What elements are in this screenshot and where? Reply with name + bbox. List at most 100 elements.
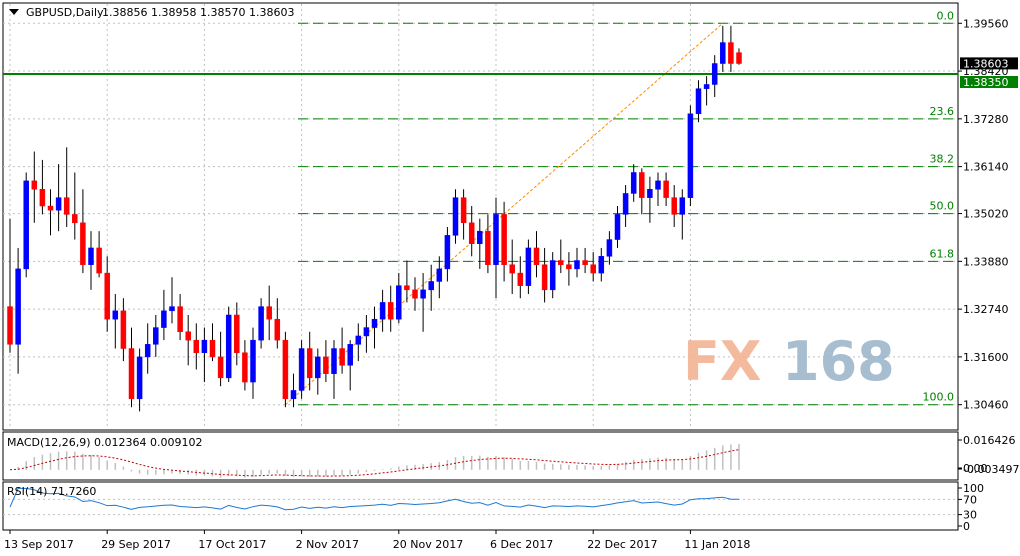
candle-body bbox=[355, 335, 362, 345]
candle-body bbox=[647, 189, 653, 198]
candle-body bbox=[250, 339, 256, 383]
candle-body bbox=[15, 268, 21, 345]
candle-body bbox=[193, 339, 200, 353]
candle-body bbox=[663, 180, 669, 198]
candle-body bbox=[517, 272, 524, 286]
candle-body bbox=[7, 306, 13, 345]
price-tick-label: 1.33880 bbox=[963, 255, 1009, 268]
candle-body bbox=[558, 260, 564, 265]
candle-body bbox=[315, 356, 321, 379]
candle-body bbox=[225, 314, 232, 379]
candle-body bbox=[96, 247, 102, 274]
time-tick-label: 13 Sep 2017 bbox=[4, 538, 74, 551]
candle-body bbox=[590, 264, 596, 274]
price-tick-label: 1.32740 bbox=[963, 303, 1009, 316]
candle-body bbox=[679, 197, 686, 215]
fib-level-label: 61.8 bbox=[930, 247, 955, 260]
candle-body bbox=[306, 348, 313, 379]
rsi-tick-label: 70 bbox=[963, 493, 977, 506]
macd-label: MACD(12,26,9) 0.012364 0.009102 bbox=[7, 436, 203, 449]
candle-body bbox=[485, 230, 491, 265]
rsi-panel bbox=[2, 481, 959, 531]
chart-menu-icon[interactable] bbox=[9, 9, 19, 15]
candle-body bbox=[525, 247, 532, 286]
candle-body bbox=[136, 356, 143, 400]
macd-tick-label: 0.016426 bbox=[963, 434, 1016, 447]
candle-body bbox=[630, 172, 637, 194]
candle-body bbox=[298, 348, 305, 391]
candle-body bbox=[541, 264, 548, 291]
svg-text:FX: FX bbox=[683, 330, 762, 393]
time-axis: 13 Sep 2017 29 Sep 2017 17 Oct 2017 2 Nov 2… bbox=[4, 530, 750, 551]
price-tick-label: 1.36140 bbox=[963, 161, 1009, 174]
candle-body bbox=[509, 264, 515, 274]
candle-body bbox=[711, 63, 718, 85]
price-axis: 1.395601.384201.372801.361401.350201.338… bbox=[958, 17, 1019, 533]
fib-level-label: 23.6 bbox=[930, 105, 955, 118]
candle-body bbox=[201, 339, 208, 353]
candle-body bbox=[582, 260, 588, 265]
candles bbox=[7, 25, 742, 412]
candle-body bbox=[460, 197, 467, 224]
candle-body bbox=[371, 318, 378, 328]
candle-body bbox=[339, 348, 345, 366]
candle-body bbox=[209, 339, 216, 358]
chart-title: GBPUSD,Daily bbox=[26, 6, 104, 19]
candle-body bbox=[444, 235, 451, 270]
candle-body bbox=[120, 310, 127, 349]
candle-body bbox=[290, 390, 297, 400]
candle-body bbox=[379, 302, 386, 320]
candle-body bbox=[217, 356, 224, 379]
fib-level-label: 50.0 bbox=[930, 200, 955, 213]
candle-body bbox=[23, 180, 29, 270]
price-tick-label: 1.37280 bbox=[963, 113, 1009, 126]
candle-body bbox=[242, 352, 248, 383]
time-tick-label: 6 Dec 2017 bbox=[490, 538, 553, 551]
candle-body bbox=[412, 289, 418, 299]
candle-body bbox=[347, 344, 353, 366]
candle-body bbox=[144, 344, 151, 358]
current-price-label: 1.38603 bbox=[960, 57, 1018, 70]
candle-body bbox=[614, 214, 621, 240]
candle-body bbox=[606, 239, 613, 257]
candle-body bbox=[161, 310, 167, 328]
candle-body bbox=[468, 222, 475, 244]
rsi-indicator bbox=[3, 487, 958, 516]
hline-price-label: 1.38350 bbox=[960, 75, 1018, 89]
candle-body bbox=[363, 327, 370, 337]
candle-body bbox=[622, 193, 629, 215]
candle-body bbox=[39, 189, 46, 207]
candle-body bbox=[728, 42, 734, 64]
time-tick-label: 2 Nov 2017 bbox=[296, 538, 359, 551]
fib-level-label: 0.0 bbox=[937, 9, 955, 22]
rsi-line bbox=[9, 487, 739, 511]
time-tick-label: 20 Nov 2017 bbox=[393, 538, 463, 551]
candle-body bbox=[477, 230, 483, 244]
rsi-tick-label: 100 bbox=[963, 482, 984, 495]
candle-body bbox=[282, 339, 289, 400]
time-tick-label: 17 Oct 2017 bbox=[198, 538, 266, 551]
fib-level-label: 100.0 bbox=[923, 391, 955, 404]
candle-body bbox=[549, 260, 556, 291]
candle-body bbox=[695, 88, 702, 115]
macd-tick-label: 0.00 bbox=[963, 462, 988, 475]
hline-price-text: 1.38350 bbox=[963, 76, 1009, 89]
candle-body bbox=[63, 197, 70, 215]
price-tick-label: 1.31600 bbox=[963, 351, 1009, 364]
candle-body bbox=[153, 327, 159, 345]
candle-body bbox=[331, 348, 337, 374]
candle-body bbox=[55, 197, 62, 211]
macd-panel bbox=[2, 431, 959, 481]
candle-body bbox=[703, 84, 710, 89]
macd-indicator bbox=[9, 443, 740, 478]
candle-body bbox=[436, 268, 443, 282]
watermark: FX 168 bbox=[683, 330, 895, 393]
rsi-tick-label: 30 bbox=[963, 509, 977, 522]
candle-body bbox=[88, 247, 94, 265]
ohlc-text: 1.38856 1.38958 1.38570 1.38603 bbox=[102, 6, 294, 19]
candle-body bbox=[72, 214, 78, 224]
candle-body bbox=[574, 260, 580, 270]
fib-level-label: 38.2 bbox=[930, 153, 955, 166]
candle-body bbox=[47, 205, 54, 211]
price-tick-label: 1.35020 bbox=[963, 208, 1009, 221]
